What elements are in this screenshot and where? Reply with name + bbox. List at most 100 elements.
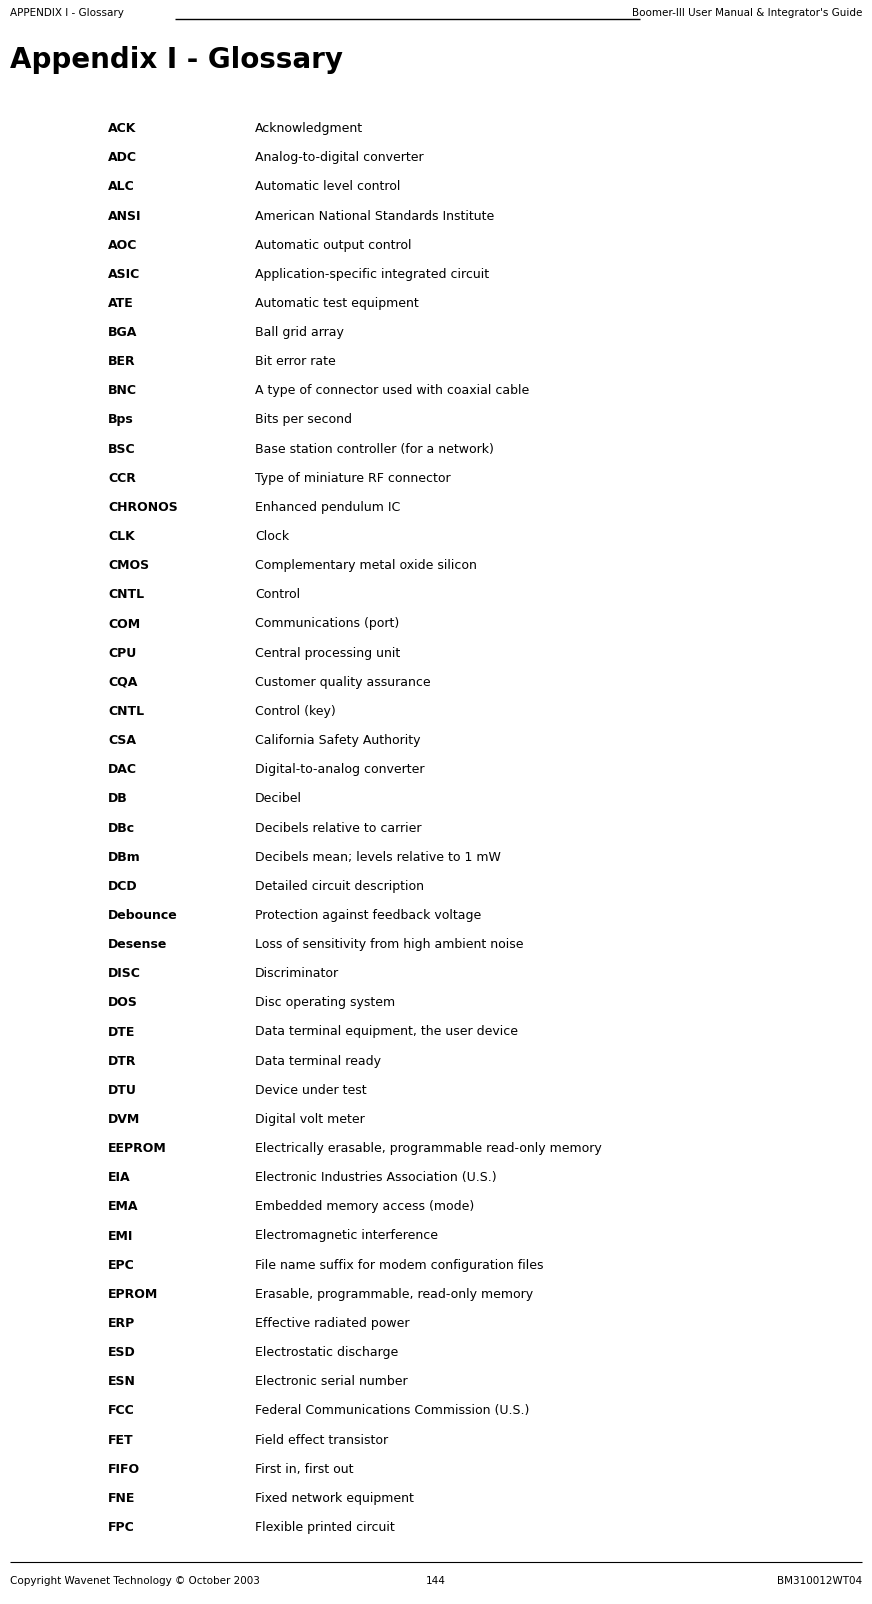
- Text: ANSI: ANSI: [108, 210, 141, 223]
- Text: DTE: DTE: [108, 1025, 135, 1038]
- Text: Complementary metal oxide silicon: Complementary metal oxide silicon: [255, 560, 477, 573]
- Text: ATE: ATE: [108, 297, 133, 310]
- Text: Decibels mean; levels relative to 1 mW: Decibels mean; levels relative to 1 mW: [255, 850, 501, 863]
- Text: Detailed circuit description: Detailed circuit description: [255, 879, 424, 893]
- Text: Protection against feedback voltage: Protection against feedback voltage: [255, 909, 481, 922]
- Text: EPROM: EPROM: [108, 1288, 158, 1301]
- Text: ADC: ADC: [108, 151, 137, 164]
- Text: Debounce: Debounce: [108, 909, 178, 922]
- Text: Disc operating system: Disc operating system: [255, 996, 395, 1009]
- Text: EMA: EMA: [108, 1200, 139, 1213]
- Text: A type of connector used with coaxial cable: A type of connector used with coaxial ca…: [255, 385, 529, 398]
- Text: Type of miniature RF connector: Type of miniature RF connector: [255, 472, 451, 484]
- Text: Data terminal equipment, the user device: Data terminal equipment, the user device: [255, 1025, 518, 1038]
- Text: DTU: DTU: [108, 1084, 137, 1097]
- Text: Clock: Clock: [255, 529, 290, 544]
- Text: DBm: DBm: [108, 850, 140, 863]
- Text: Field effect transistor: Field effect transistor: [255, 1434, 388, 1447]
- Text: FPC: FPC: [108, 1521, 135, 1533]
- Text: EEPROM: EEPROM: [108, 1142, 167, 1155]
- Text: Decibels relative to carrier: Decibels relative to carrier: [255, 821, 421, 834]
- Text: ERP: ERP: [108, 1317, 135, 1330]
- Text: FIFO: FIFO: [108, 1463, 140, 1476]
- Text: BM310012WT04: BM310012WT04: [777, 1577, 862, 1586]
- Text: Automatic level control: Automatic level control: [255, 180, 400, 194]
- Text: Customer quality assurance: Customer quality assurance: [255, 675, 431, 688]
- Text: Loss of sensitivity from high ambient noise: Loss of sensitivity from high ambient no…: [255, 938, 523, 951]
- Text: Discriminator: Discriminator: [255, 967, 339, 980]
- Text: FCC: FCC: [108, 1405, 135, 1418]
- Text: California Safety Authority: California Safety Authority: [255, 735, 420, 747]
- Text: BGA: BGA: [108, 326, 138, 338]
- Text: Electrically erasable, programmable read-only memory: Electrically erasable, programmable read…: [255, 1142, 602, 1155]
- Text: Electronic Industries Association (U.S.): Electronic Industries Association (U.S.): [255, 1171, 497, 1184]
- Text: COM: COM: [108, 618, 140, 630]
- Text: Ball grid array: Ball grid array: [255, 326, 344, 338]
- Text: APPENDIX I - Glossary: APPENDIX I - Glossary: [10, 8, 124, 18]
- Text: AOC: AOC: [108, 239, 138, 252]
- Text: CNTL: CNTL: [108, 589, 144, 602]
- Text: Acknowledgment: Acknowledgment: [255, 122, 363, 135]
- Text: ALC: ALC: [108, 180, 135, 194]
- Text: BER: BER: [108, 354, 136, 369]
- Text: BSC: BSC: [108, 443, 136, 456]
- Text: Bits per second: Bits per second: [255, 414, 352, 427]
- Text: File name suffix for modem configuration files: File name suffix for modem configuration…: [255, 1259, 543, 1272]
- Text: Fixed network equipment: Fixed network equipment: [255, 1492, 414, 1505]
- Text: CSA: CSA: [108, 735, 136, 747]
- Text: American National Standards Institute: American National Standards Institute: [255, 210, 494, 223]
- Text: DB: DB: [108, 792, 128, 805]
- Text: DTR: DTR: [108, 1055, 137, 1068]
- Text: Enhanced pendulum IC: Enhanced pendulum IC: [255, 500, 400, 513]
- Text: DCD: DCD: [108, 879, 138, 893]
- Text: Embedded memory access (mode): Embedded memory access (mode): [255, 1200, 474, 1213]
- Text: Device under test: Device under test: [255, 1084, 366, 1097]
- Text: Appendix I - Glossary: Appendix I - Glossary: [10, 47, 343, 74]
- Text: DISC: DISC: [108, 967, 141, 980]
- Text: DAC: DAC: [108, 764, 137, 776]
- Text: Desense: Desense: [108, 938, 167, 951]
- Text: First in, first out: First in, first out: [255, 1463, 353, 1476]
- Text: Bit error rate: Bit error rate: [255, 354, 336, 369]
- Text: Erasable, programmable, read-only memory: Erasable, programmable, read-only memory: [255, 1288, 533, 1301]
- Text: Data terminal ready: Data terminal ready: [255, 1055, 381, 1068]
- Text: FET: FET: [108, 1434, 133, 1447]
- Text: Bps: Bps: [108, 414, 133, 427]
- Text: DOS: DOS: [108, 996, 138, 1009]
- Text: BNC: BNC: [108, 385, 137, 398]
- Text: 144: 144: [426, 1577, 446, 1586]
- Text: Copyright Wavenet Technology © October 2003: Copyright Wavenet Technology © October 2…: [10, 1577, 260, 1586]
- Text: CPU: CPU: [108, 646, 136, 659]
- Text: Control: Control: [255, 589, 300, 602]
- Text: EMI: EMI: [108, 1230, 133, 1243]
- Text: ESD: ESD: [108, 1346, 136, 1359]
- Text: EPC: EPC: [108, 1259, 135, 1272]
- Text: EIA: EIA: [108, 1171, 131, 1184]
- Text: Effective radiated power: Effective radiated power: [255, 1317, 410, 1330]
- Text: Flexible printed circuit: Flexible printed circuit: [255, 1521, 395, 1533]
- Text: Automatic output control: Automatic output control: [255, 239, 412, 252]
- Text: Electromagnetic interference: Electromagnetic interference: [255, 1230, 438, 1243]
- Text: Communications (port): Communications (port): [255, 618, 399, 630]
- Text: Digital-to-analog converter: Digital-to-analog converter: [255, 764, 425, 776]
- Text: Electronic serial number: Electronic serial number: [255, 1375, 407, 1387]
- Text: DVM: DVM: [108, 1113, 140, 1126]
- Text: CHRONOS: CHRONOS: [108, 500, 178, 513]
- Text: Digital volt meter: Digital volt meter: [255, 1113, 364, 1126]
- Text: Analog-to-digital converter: Analog-to-digital converter: [255, 151, 424, 164]
- Text: CCR: CCR: [108, 472, 136, 484]
- Text: FNE: FNE: [108, 1492, 135, 1505]
- Text: DBc: DBc: [108, 821, 135, 834]
- Text: ACK: ACK: [108, 122, 136, 135]
- Text: CNTL: CNTL: [108, 704, 144, 719]
- Text: Automatic test equipment: Automatic test equipment: [255, 297, 419, 310]
- Text: Decibel: Decibel: [255, 792, 302, 805]
- Text: Boomer-III User Manual & Integrator's Guide: Boomer-III User Manual & Integrator's Gu…: [631, 8, 862, 18]
- Text: Federal Communications Commission (U.S.): Federal Communications Commission (U.S.): [255, 1405, 529, 1418]
- Text: CLK: CLK: [108, 529, 135, 544]
- Text: Application-specific integrated circuit: Application-specific integrated circuit: [255, 268, 489, 281]
- Text: Central processing unit: Central processing unit: [255, 646, 400, 659]
- Text: Base station controller (for a network): Base station controller (for a network): [255, 443, 494, 456]
- Text: CQA: CQA: [108, 675, 138, 688]
- Text: CMOS: CMOS: [108, 560, 149, 573]
